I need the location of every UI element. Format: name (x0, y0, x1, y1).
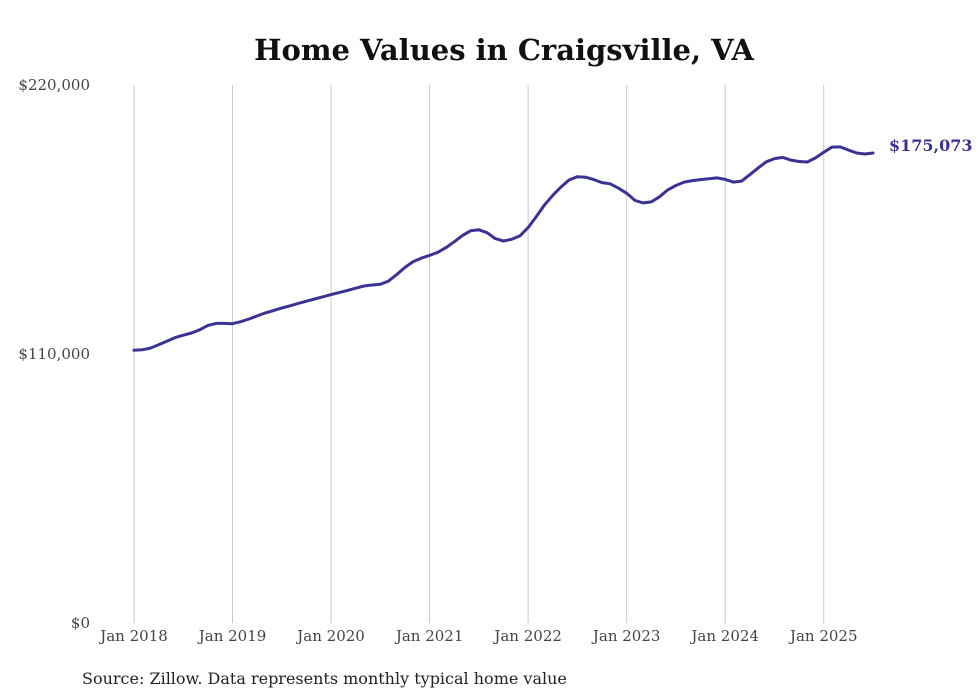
y-axis-ticks: $0 $110,000 $220,000 (18, 76, 90, 632)
x-tick-label: Jan 2018 (98, 627, 168, 645)
source-note: Source: Zillow. Data represents monthly … (82, 669, 567, 688)
gridlines (133, 85, 825, 623)
x-tick-label: Jan 2023 (591, 627, 661, 645)
x-tick-label: Jan 2025 (788, 627, 858, 645)
y-tick-label: $0 (71, 614, 90, 632)
x-tick-label: Jan 2019 (197, 627, 267, 645)
y-tick-label: $110,000 (18, 345, 90, 363)
latest-value-label: $175,073 (889, 136, 973, 155)
x-tick-label: Jan 2022 (492, 627, 562, 645)
x-tick-label: Jan 2021 (394, 627, 464, 645)
chart-title: Home Values in Craigsville, VA (254, 33, 754, 67)
x-tick-label: Jan 2020 (295, 627, 365, 645)
x-axis-ticks: Jan 2018 Jan 2019 Jan 2020 Jan 2021 Jan 2022… (98, 627, 857, 645)
home-value-line (132, 145, 875, 352)
x-tick-label: Jan 2024 (689, 627, 759, 645)
y-tick-label: $220,000 (18, 76, 90, 94)
